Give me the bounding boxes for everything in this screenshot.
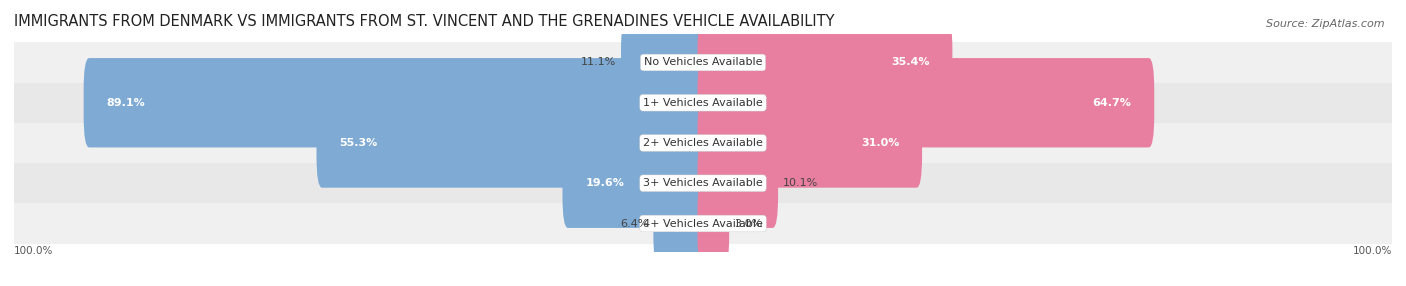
FancyBboxPatch shape (654, 179, 709, 268)
Text: 89.1%: 89.1% (107, 98, 145, 108)
Text: 6.4%: 6.4% (620, 219, 648, 229)
Text: 100.0%: 100.0% (1353, 246, 1392, 256)
Bar (14, 203, 1392, 244)
Bar (14, 123, 1392, 163)
FancyBboxPatch shape (697, 18, 952, 107)
Text: 19.6%: 19.6% (585, 178, 624, 188)
Text: 31.0%: 31.0% (860, 138, 900, 148)
Text: Source: ZipAtlas.com: Source: ZipAtlas.com (1267, 19, 1385, 29)
Text: No Vehicles Available: No Vehicles Available (644, 57, 762, 67)
Text: 4+ Vehicles Available: 4+ Vehicles Available (643, 219, 763, 229)
Text: IMMIGRANTS FROM DENMARK VS IMMIGRANTS FROM ST. VINCENT AND THE GRENADINES VEHICL: IMMIGRANTS FROM DENMARK VS IMMIGRANTS FR… (14, 14, 835, 29)
FancyBboxPatch shape (316, 98, 709, 188)
FancyBboxPatch shape (697, 58, 1154, 147)
FancyBboxPatch shape (621, 18, 709, 107)
Text: 100.0%: 100.0% (14, 246, 53, 256)
FancyBboxPatch shape (697, 98, 922, 188)
Text: 55.3%: 55.3% (339, 138, 377, 148)
Bar (14, 163, 1392, 203)
Text: 35.4%: 35.4% (891, 57, 929, 67)
Bar (14, 83, 1392, 123)
FancyBboxPatch shape (697, 179, 730, 268)
Bar (14, 42, 1392, 83)
Text: 10.1%: 10.1% (783, 178, 818, 188)
FancyBboxPatch shape (562, 139, 709, 228)
Text: 64.7%: 64.7% (1092, 98, 1132, 108)
Text: 3+ Vehicles Available: 3+ Vehicles Available (643, 178, 763, 188)
FancyBboxPatch shape (697, 139, 778, 228)
Text: 1+ Vehicles Available: 1+ Vehicles Available (643, 98, 763, 108)
FancyBboxPatch shape (83, 58, 709, 147)
Text: 2+ Vehicles Available: 2+ Vehicles Available (643, 138, 763, 148)
Text: 3.0%: 3.0% (734, 219, 762, 229)
Text: 11.1%: 11.1% (581, 57, 616, 67)
